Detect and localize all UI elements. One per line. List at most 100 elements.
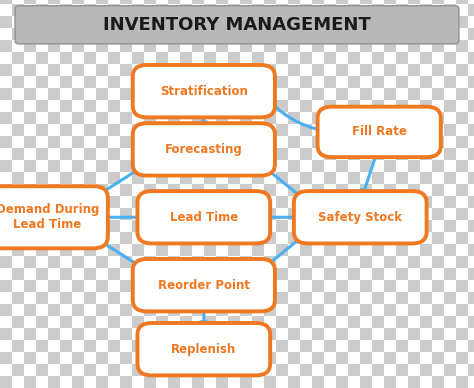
Bar: [312, 220, 324, 232]
Bar: [180, 0, 192, 4]
Bar: [456, 184, 468, 196]
Bar: [144, 280, 156, 292]
Bar: [420, 136, 432, 148]
Bar: [408, 112, 420, 124]
Bar: [360, 100, 372, 112]
Bar: [168, 64, 180, 76]
Bar: [468, 52, 474, 64]
Bar: [240, 16, 252, 28]
Bar: [204, 52, 216, 64]
Bar: [168, 268, 180, 280]
Bar: [468, 352, 474, 364]
Bar: [228, 136, 240, 148]
Bar: [120, 4, 132, 16]
Bar: [360, 376, 372, 388]
Bar: [288, 172, 300, 184]
FancyBboxPatch shape: [15, 6, 459, 44]
Bar: [108, 172, 120, 184]
Bar: [300, 376, 312, 388]
Bar: [288, 280, 300, 292]
Bar: [408, 364, 420, 376]
Bar: [456, 232, 468, 244]
Bar: [108, 292, 120, 304]
Bar: [60, 52, 72, 64]
Bar: [48, 124, 60, 136]
Bar: [216, 4, 228, 16]
Bar: [24, 352, 36, 364]
Bar: [132, 4, 144, 16]
Bar: [348, 232, 360, 244]
Bar: [444, 160, 456, 172]
Bar: [408, 40, 420, 52]
Bar: [96, 352, 108, 364]
Bar: [456, 244, 468, 256]
Bar: [468, 76, 474, 88]
Bar: [420, 28, 432, 40]
Bar: [348, 328, 360, 340]
Bar: [348, 136, 360, 148]
Bar: [276, 124, 288, 136]
Bar: [228, 352, 240, 364]
Bar: [324, 136, 336, 148]
Bar: [396, 220, 408, 232]
Bar: [456, 148, 468, 160]
Bar: [324, 4, 336, 16]
Bar: [252, 28, 264, 40]
Bar: [240, 280, 252, 292]
Bar: [360, 232, 372, 244]
Bar: [36, 184, 48, 196]
Bar: [36, 100, 48, 112]
Bar: [396, 28, 408, 40]
Bar: [12, 88, 24, 100]
Bar: [444, 328, 456, 340]
Bar: [348, 64, 360, 76]
Bar: [396, 244, 408, 256]
Bar: [144, 160, 156, 172]
Bar: [60, 160, 72, 172]
Bar: [264, 196, 276, 208]
Bar: [36, 0, 48, 4]
Bar: [96, 0, 108, 4]
Bar: [468, 304, 474, 316]
Bar: [108, 88, 120, 100]
Bar: [432, 268, 444, 280]
Bar: [240, 292, 252, 304]
Bar: [192, 64, 204, 76]
Bar: [444, 172, 456, 184]
Bar: [264, 16, 276, 28]
Bar: [36, 376, 48, 388]
Bar: [432, 124, 444, 136]
Bar: [84, 16, 96, 28]
Bar: [276, 352, 288, 364]
Bar: [456, 340, 468, 352]
Bar: [156, 244, 168, 256]
Bar: [0, 232, 12, 244]
Bar: [120, 112, 132, 124]
Bar: [24, 88, 36, 100]
Bar: [252, 52, 264, 64]
Bar: [276, 364, 288, 376]
Bar: [168, 0, 180, 4]
Bar: [156, 220, 168, 232]
Bar: [348, 52, 360, 64]
Bar: [276, 256, 288, 268]
Bar: [264, 232, 276, 244]
Bar: [300, 136, 312, 148]
Bar: [96, 76, 108, 88]
Bar: [144, 52, 156, 64]
Bar: [84, 220, 96, 232]
Bar: [264, 160, 276, 172]
Bar: [240, 4, 252, 16]
Bar: [108, 256, 120, 268]
Bar: [132, 244, 144, 256]
Bar: [48, 292, 60, 304]
Bar: [72, 244, 84, 256]
Bar: [456, 352, 468, 364]
Bar: [396, 196, 408, 208]
Bar: [456, 328, 468, 340]
FancyBboxPatch shape: [137, 191, 270, 244]
Bar: [72, 184, 84, 196]
Bar: [360, 16, 372, 28]
Bar: [132, 280, 144, 292]
Bar: [120, 136, 132, 148]
